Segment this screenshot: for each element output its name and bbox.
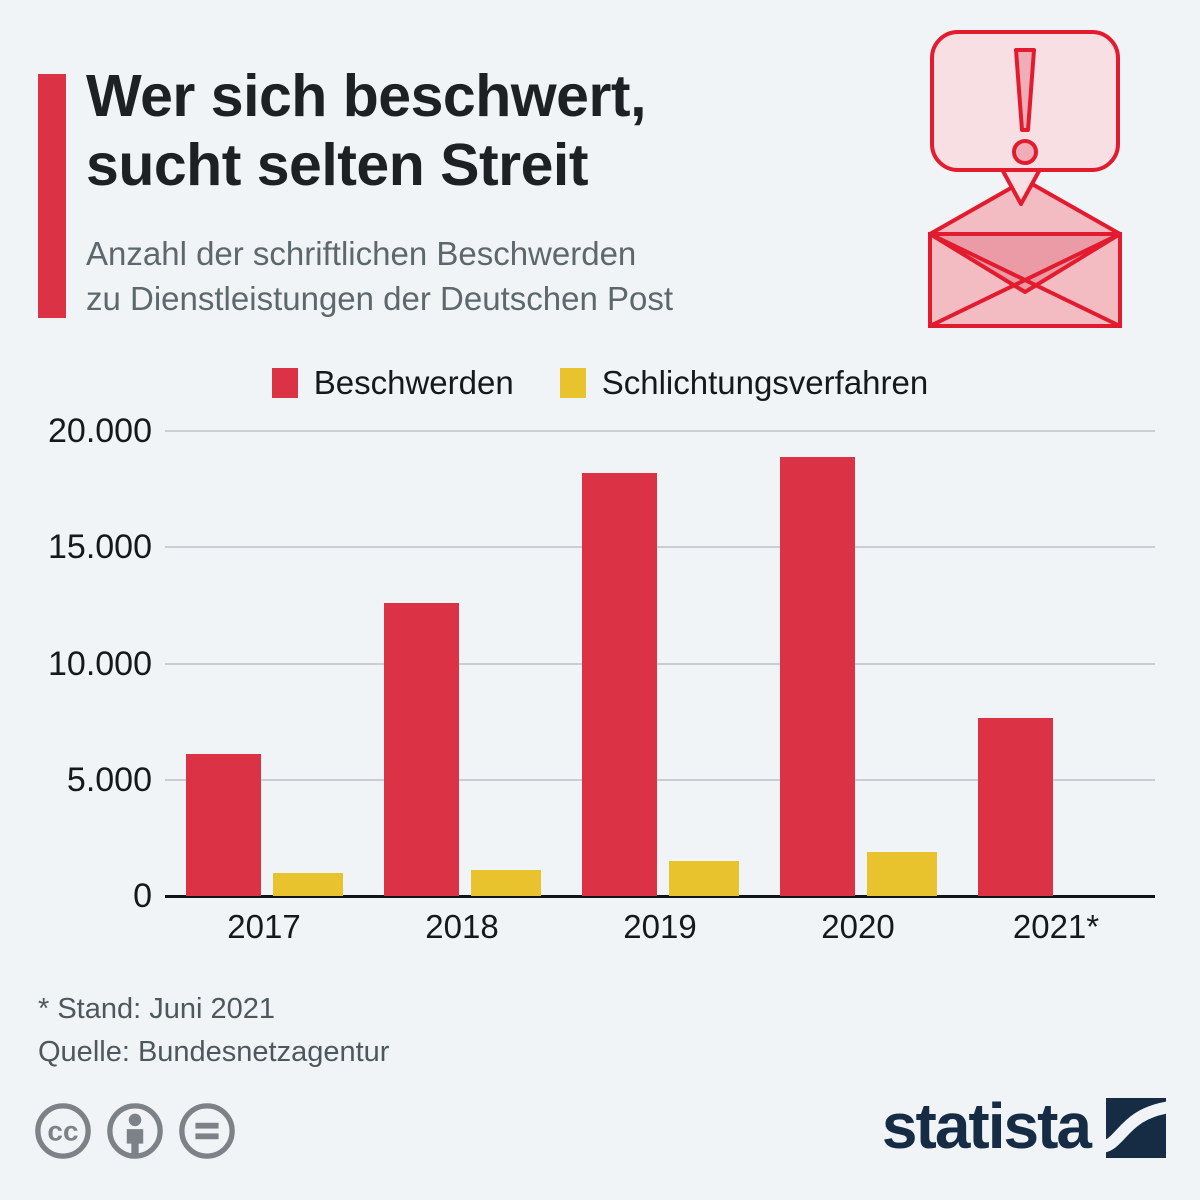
bar-schlichtungsverfahren-2019 (668, 861, 739, 896)
y-axis-tick-label: 0 (133, 877, 152, 915)
page-subtitle: Anzahl der schriftlichen Beschwerden zu … (86, 235, 674, 317)
chart-legend: Beschwerden Schlichtungsverfahren (0, 364, 1200, 402)
gridline (165, 430, 1155, 432)
x-axis-label-2018: 2018 (425, 908, 499, 945)
gridline (165, 662, 1155, 665)
envelope-flap (928, 232, 1122, 294)
complaint-letter-icon (928, 30, 1122, 328)
gridline (165, 546, 1155, 549)
bar-schlichtungsverfahren-2020 (866, 851, 937, 896)
footnote: * Stand: Juni 2021 (38, 993, 276, 1025)
bar-schlichtungsverfahren-2018 (470, 870, 541, 896)
y-axis-tick-label: 20.000 (48, 412, 152, 450)
bar-beschwerden-2017 (185, 754, 261, 896)
legend-label: Schlichtungsverfahren (601, 364, 929, 401)
legend-item-schlichtungsverfahren: Schlichtungsverfahren (559, 364, 929, 402)
exclamation-bar (1014, 48, 1036, 132)
statista-swoosh-icon (1106, 1098, 1166, 1158)
statista-wordmark: statista (881, 1090, 1092, 1162)
x-axis-label-2017: 2017 (227, 908, 301, 945)
page-title: Wer sich beschwert, sucht selten Streit (86, 63, 646, 199)
legend-swatch (559, 368, 586, 398)
x-axis-label-2020: 2020 (821, 908, 895, 945)
cc-icon: cc (35, 1103, 91, 1159)
x-axis-line (165, 895, 1155, 898)
envelope-diagonal (929, 232, 1121, 328)
bar-beschwerden-2018 (383, 603, 459, 896)
y-axis-tick-label: 10.000 (48, 644, 152, 683)
title-accent-bar (38, 74, 66, 318)
attribution-person-icon (107, 1103, 163, 1159)
bar-beschwerden-2021 (977, 718, 1053, 896)
no-derivatives-equals-icon (179, 1103, 235, 1159)
x-axis-label-2019: 2019 (623, 908, 697, 945)
bar-schlichtungsverfahren-2017 (272, 872, 343, 896)
license-icons: cc (34, 1102, 236, 1160)
gridline (165, 778, 1155, 781)
exclamation-dot (1012, 139, 1038, 165)
svg-text:cc: cc (47, 1116, 78, 1147)
legend-item-beschwerden: Beschwerden (271, 364, 514, 402)
statista-logo: statista (882, 1094, 1166, 1158)
legend-swatch (271, 368, 298, 398)
y-axis-tick-label: 5.000 (66, 760, 152, 799)
legend-label: Beschwerden (313, 364, 514, 401)
source-line: Quelle: Bundesnetzagentur (38, 1036, 390, 1068)
bar-beschwerden-2019 (581, 472, 657, 896)
y-axis-tick-label: 15.000 (48, 528, 152, 567)
x-axis-label-2021: 2021* (1012, 908, 1100, 945)
bar-beschwerden-2020 (779, 456, 855, 896)
